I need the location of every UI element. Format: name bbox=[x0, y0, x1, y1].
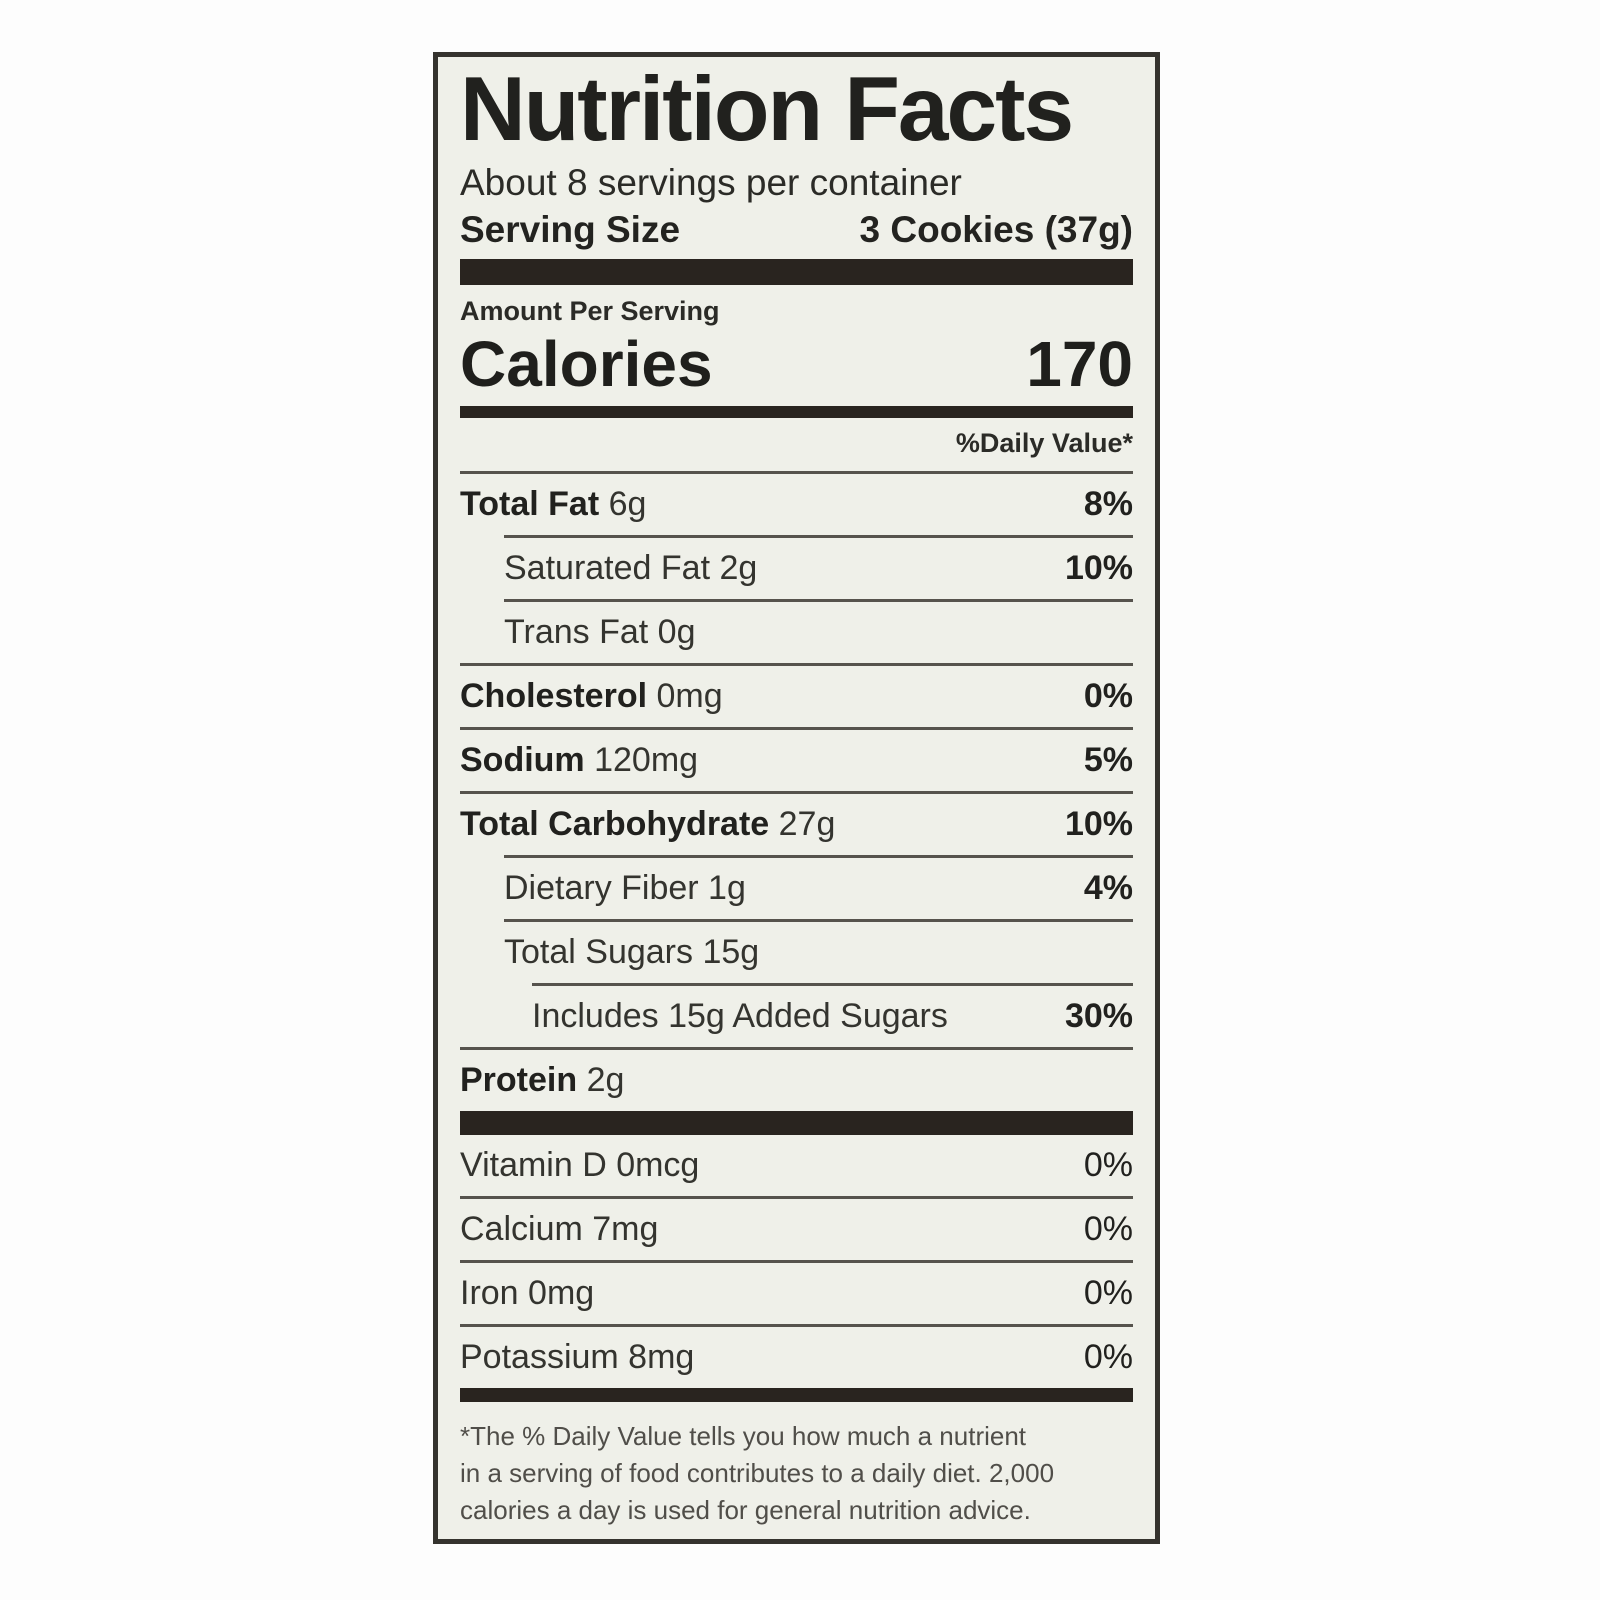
serving-size-row: Serving Size 3 Cookies (37g) bbox=[460, 206, 1133, 253]
nutrient-row: Dietary Fiber 1g 4% bbox=[504, 855, 1133, 919]
nutrient-name-and-amount: Includes 15g Added Sugars bbox=[532, 997, 948, 1035]
nutrient-row: Cholesterol 0mg 0% bbox=[460, 663, 1133, 727]
nutrient-row: Trans Fat 0g bbox=[504, 599, 1133, 663]
nutrient-name-and-amount: Total Fat 6g bbox=[460, 485, 647, 523]
nutrient-rows: Total Fat 6g 8% Saturated Fat 2g 10% Tra… bbox=[460, 474, 1133, 1111]
nutrient-row: Total Carbohydrate 27g 10% bbox=[460, 791, 1133, 855]
medium-divider-bar bbox=[460, 406, 1133, 418]
nutrient-name-and-amount: Trans Fat 0g bbox=[504, 613, 696, 651]
servings-per-container: About 8 servings per container bbox=[460, 162, 962, 203]
serving-size-value: 3 Cookies (37g) bbox=[859, 209, 1133, 250]
nutrient-name-and-amount: Total Sugars 15g bbox=[504, 933, 760, 971]
nutrient-daily-value-percent: 8% bbox=[1083, 485, 1133, 523]
thick-divider-bar bbox=[460, 259, 1133, 285]
nutrient-name-and-amount: Sodium 120mg bbox=[460, 741, 699, 779]
micronutrient-name-and-amount: Potassium 8mg bbox=[460, 1338, 695, 1376]
nutrient-name-and-amount: Saturated Fat 2g bbox=[504, 549, 758, 587]
micronutrient-row: Potassium 8mg 0% bbox=[460, 1324, 1133, 1388]
nutrient-row: Total Fat 6g 8% bbox=[460, 474, 1133, 535]
footnote-line: calories a day is used for general nutri… bbox=[460, 1495, 1031, 1525]
nutrient-name-and-amount: Cholesterol 0mg bbox=[460, 677, 723, 715]
micronutrient-row: Iron 0mg 0% bbox=[460, 1260, 1133, 1324]
footnote-line: *The % Daily Value tells you how much a … bbox=[460, 1421, 1027, 1451]
nutrient-row: Sodium 120mg 5% bbox=[460, 727, 1133, 791]
calories-value: 170 bbox=[1026, 328, 1133, 400]
micronutrient-name-and-amount: Calcium 7mg bbox=[460, 1210, 659, 1248]
micronutrient-name-and-amount: Iron 0mg bbox=[460, 1274, 595, 1312]
nutrient-name-and-amount: Total Carbohydrate 27g bbox=[460, 805, 836, 843]
nutrient-daily-value-percent: 10% bbox=[1064, 549, 1133, 587]
serving-size-label: Serving Size bbox=[460, 209, 681, 250]
footnote-line: in a serving of food contributes to a da… bbox=[460, 1458, 1055, 1488]
micronutrient-daily-value-percent: 0% bbox=[1083, 1338, 1133, 1376]
nutrient-daily-value-percent: 4% bbox=[1083, 869, 1133, 907]
amount-per-serving-label: Amount Per Serving bbox=[460, 296, 720, 326]
micronutrient-daily-value-percent: 0% bbox=[1083, 1146, 1133, 1184]
thick-divider-bar bbox=[460, 1111, 1133, 1135]
nutrient-row: Protein 2g bbox=[460, 1047, 1133, 1111]
nutrient-daily-value-percent: 0% bbox=[1083, 677, 1133, 715]
nutrient-row: Total Sugars 15g bbox=[504, 919, 1133, 983]
nutrient-row: Saturated Fat 2g 10% bbox=[504, 535, 1133, 599]
micronutrient-row: Vitamin D 0mcg 0% bbox=[460, 1135, 1133, 1196]
calories-label: Calories bbox=[460, 328, 713, 400]
nutrient-name-and-amount: Protein 2g bbox=[460, 1061, 625, 1099]
micronutrient-row: Calcium 7mg 0% bbox=[460, 1196, 1133, 1260]
nutrition-facts-label: Nutrition Facts About 8 servings per con… bbox=[433, 52, 1160, 1544]
label-title: Nutrition Facts bbox=[460, 59, 1074, 160]
micronutrient-name-and-amount: Vitamin D 0mcg bbox=[460, 1146, 700, 1184]
micronutrient-daily-value-percent: 0% bbox=[1083, 1274, 1133, 1312]
medium-divider-bar bbox=[460, 1388, 1133, 1402]
micronutrient-daily-value-percent: 0% bbox=[1083, 1210, 1133, 1248]
nutrient-daily-value-percent: 5% bbox=[1083, 741, 1133, 779]
daily-value-header: %Daily Value* bbox=[460, 418, 1133, 474]
nutrient-row: Includes 15g Added Sugars 30% bbox=[532, 983, 1133, 1047]
calories-row: Calories 170 bbox=[460, 332, 1133, 396]
nutrient-daily-value-percent: 30% bbox=[1064, 997, 1133, 1035]
nutrient-daily-value-percent: 10% bbox=[1064, 805, 1133, 843]
nutrient-name-and-amount: Dietary Fiber 1g bbox=[504, 869, 746, 907]
micronutrient-rows: Vitamin D 0mcg 0% Calcium 7mg 0% Iron 0m… bbox=[460, 1135, 1133, 1388]
daily-value-footnote: *The % Daily Value tells you how much a … bbox=[460, 1418, 1133, 1529]
